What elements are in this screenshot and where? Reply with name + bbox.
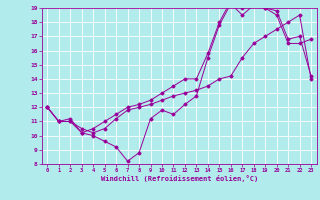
X-axis label: Windchill (Refroidissement éolien,°C): Windchill (Refroidissement éolien,°C) bbox=[100, 175, 258, 182]
